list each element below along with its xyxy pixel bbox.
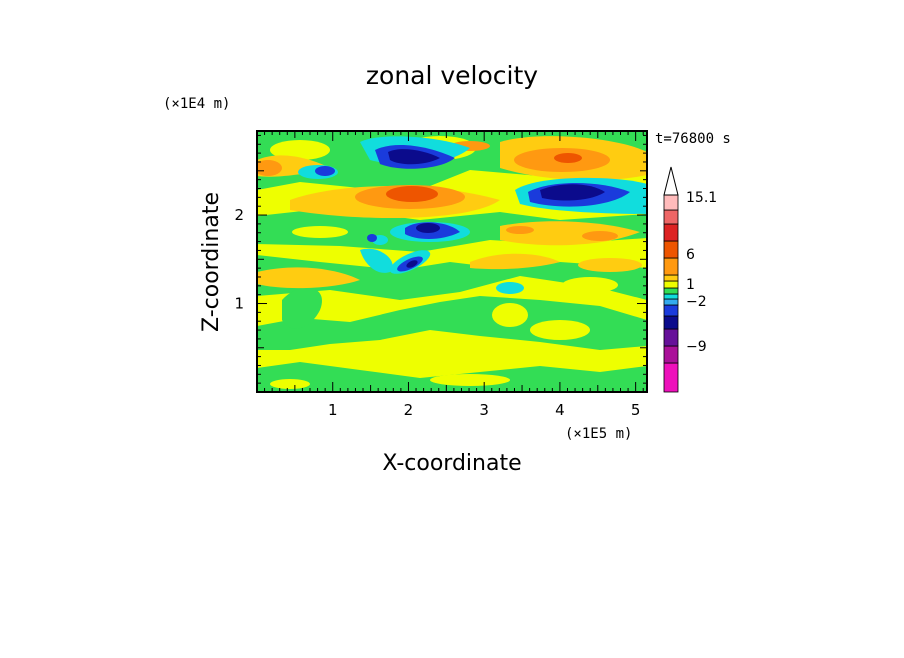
x-tick-label: 2 [404, 401, 414, 419]
colorbar-segment [663, 240, 679, 259]
colorbar-segment [663, 328, 679, 347]
chart-title: zonal velocity [366, 61, 538, 90]
plot-frame [256, 130, 648, 393]
colorbar-segment [663, 298, 679, 306]
colorbar-segment [663, 223, 679, 242]
x-unit-label: (×1E5 m) [565, 426, 632, 442]
y-tick-labels: 12 [234, 206, 244, 312]
x-tick-label: 3 [479, 401, 489, 419]
colorbar-segment [663, 304, 679, 317]
x-tick-label: 5 [631, 401, 641, 419]
time-label: t=76800 s [655, 131, 731, 147]
y-axis-label: Z-coordinate [199, 192, 224, 332]
colorbar-segment [663, 293, 679, 300]
colorbar-label: 15.1 [686, 190, 717, 206]
x-tick-label: 1 [328, 401, 338, 419]
colorbar-label: −9 [686, 339, 707, 355]
axes-ticks [257, 131, 647, 392]
colorbar-segment [663, 209, 679, 225]
colorbar-extend-arrow [663, 166, 679, 196]
colorbar-segment [663, 194, 679, 211]
colorbar-labels: 15.1 6 1−2 −9 [686, 190, 717, 355]
y-tick-label: 2 [234, 206, 244, 224]
colorbar-label: −2 [686, 294, 707, 310]
colorbar-segment [663, 280, 679, 289]
x-tick-label: 4 [555, 401, 565, 419]
colorbar-segment [663, 287, 679, 295]
colorbar-segment [663, 362, 679, 393]
y-tick-label: 1 [234, 295, 244, 313]
x-axis-label: X-coordinate [382, 451, 521, 476]
x-tick-labels: 1 2 3 4 5 [328, 401, 640, 419]
colorbar-segment [663, 345, 679, 364]
contour-field [257, 131, 647, 392]
colorbar-segment [663, 257, 679, 276]
colorbar-segment [663, 274, 679, 282]
colorbar-label: 6 [686, 247, 695, 263]
colorbar-segment [663, 315, 679, 330]
colorbar-label: 1 [686, 277, 695, 293]
y-unit-label: (×1E4 m) [163, 96, 230, 112]
colorbar [663, 166, 679, 393]
